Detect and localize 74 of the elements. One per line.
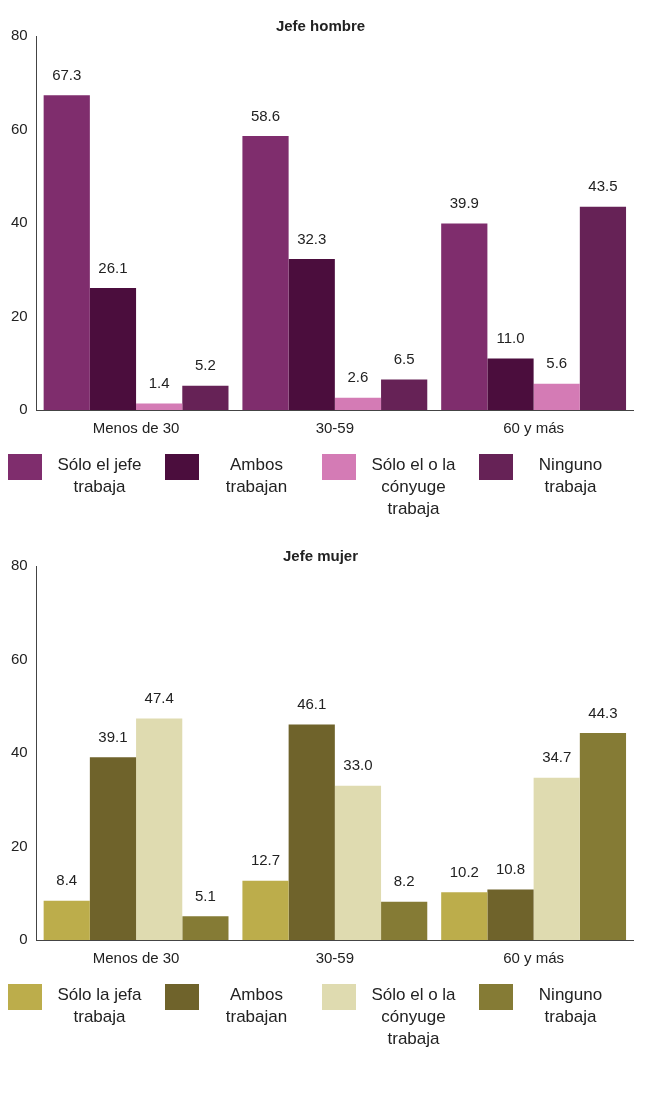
bar bbox=[136, 718, 183, 940]
bar bbox=[381, 379, 428, 410]
legend-label: Sólo el o la cónyuge trabaja bbox=[370, 454, 457, 520]
bar bbox=[533, 777, 580, 940]
chart-title: Jefe hombre bbox=[275, 17, 366, 35]
x-tick-label: 30-59 bbox=[315, 419, 355, 437]
data-label: 39.9 bbox=[449, 194, 479, 212]
x-tick-label: 60 y más bbox=[503, 419, 565, 437]
data-label: 58.6 bbox=[250, 106, 281, 124]
bar bbox=[533, 383, 580, 410]
x-tick-label: Menos de 30 bbox=[92, 419, 180, 437]
data-label: 67.3 bbox=[52, 66, 82, 84]
data-label: 11.0 bbox=[496, 329, 525, 347]
y-tick-label: 20 bbox=[11, 836, 28, 854]
legend-label: Ambos trabajan bbox=[224, 984, 289, 1028]
bar bbox=[43, 900, 90, 940]
data-label: 43.5 bbox=[588, 177, 618, 195]
y-tick-label: 40 bbox=[11, 743, 28, 761]
bar bbox=[242, 880, 289, 940]
bar bbox=[242, 136, 289, 410]
data-label: 5.6 bbox=[546, 354, 568, 372]
bar bbox=[43, 95, 90, 410]
bar bbox=[487, 358, 534, 410]
data-label: 12.7 bbox=[250, 851, 281, 869]
legend-label: Sólo el o la cónyuge trabaja bbox=[370, 984, 457, 1050]
bar bbox=[89, 287, 137, 410]
x-tick-label: 60 y más bbox=[503, 949, 565, 967]
chart-title: Jefe mujer bbox=[282, 547, 359, 565]
legend-label: Ninguno trabaja bbox=[537, 984, 604, 1028]
bar bbox=[441, 892, 488, 940]
bar bbox=[182, 385, 229, 410]
data-label: 10.2 bbox=[449, 862, 479, 880]
data-label: 8.4 bbox=[56, 871, 78, 889]
data-label: 10.8 bbox=[495, 860, 526, 878]
legend-label: Sólo la jefa trabaja bbox=[56, 984, 143, 1028]
data-label: 33.0 bbox=[343, 756, 373, 774]
bar bbox=[136, 403, 183, 410]
bar bbox=[381, 901, 428, 940]
y-tick-label: 0 bbox=[19, 400, 28, 418]
data-label: 5.1 bbox=[194, 886, 216, 904]
data-label: 32.3 bbox=[297, 229, 327, 247]
bar bbox=[579, 732, 627, 940]
data-label: 8.2 bbox=[393, 872, 415, 890]
y-tick-label: 20 bbox=[11, 306, 28, 324]
bar bbox=[487, 889, 534, 940]
legend-label: Sólo el jefe trabaja bbox=[56, 454, 143, 498]
y-tick-label: 80 bbox=[11, 26, 28, 44]
bar bbox=[288, 724, 335, 940]
data-label: 44.3 bbox=[588, 703, 618, 721]
data-label: 26.1 bbox=[98, 258, 128, 276]
y-tick-label: 60 bbox=[11, 119, 28, 137]
data-label: 2.6 bbox=[347, 368, 369, 386]
bar bbox=[334, 785, 382, 940]
x-tick-label: Menos de 30 bbox=[92, 949, 180, 967]
bar bbox=[89, 757, 137, 940]
bar bbox=[579, 206, 627, 410]
data-label: 1.4 bbox=[148, 374, 170, 392]
data-label: 34.7 bbox=[542, 748, 572, 766]
bar bbox=[182, 916, 229, 940]
data-label: 39.1 bbox=[98, 727, 128, 745]
x-tick-label: 30-59 bbox=[315, 949, 355, 967]
bar bbox=[334, 397, 382, 410]
y-tick-label: 0 bbox=[19, 930, 28, 948]
bar bbox=[441, 223, 488, 410]
bar bbox=[288, 259, 335, 410]
data-label: 6.5 bbox=[393, 350, 415, 368]
data-label: 46.1 bbox=[297, 695, 327, 713]
y-tick-label: 40 bbox=[11, 213, 28, 231]
legend-label: Ninguno trabaja bbox=[537, 454, 604, 498]
y-tick-label: 60 bbox=[11, 649, 28, 667]
data-label: 5.2 bbox=[194, 356, 216, 374]
data-label: 47.4 bbox=[144, 689, 174, 707]
y-tick-label: 80 bbox=[11, 556, 28, 574]
legend-label: Ambos trabajan bbox=[224, 454, 289, 498]
